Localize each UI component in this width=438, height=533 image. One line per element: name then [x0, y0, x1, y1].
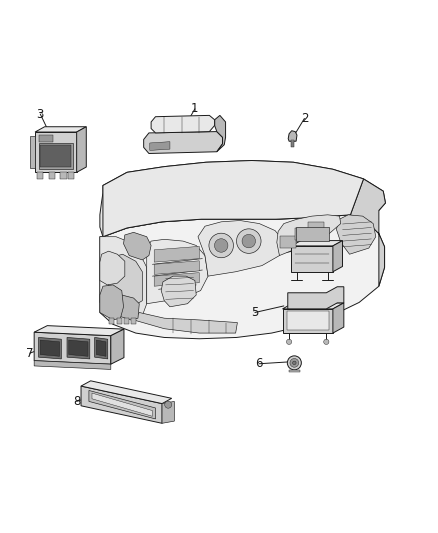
Polygon shape — [39, 143, 73, 169]
Polygon shape — [30, 136, 35, 168]
Polygon shape — [161, 276, 196, 307]
Polygon shape — [277, 215, 341, 255]
Polygon shape — [68, 172, 74, 179]
Polygon shape — [117, 318, 122, 324]
Polygon shape — [336, 215, 376, 254]
Polygon shape — [291, 140, 294, 147]
Polygon shape — [35, 132, 77, 172]
Polygon shape — [280, 236, 296, 248]
Polygon shape — [89, 391, 155, 419]
Polygon shape — [39, 135, 53, 142]
Text: 6: 6 — [255, 357, 263, 370]
Polygon shape — [111, 329, 124, 364]
Circle shape — [290, 359, 299, 367]
Text: 8: 8 — [73, 395, 80, 408]
Polygon shape — [154, 261, 199, 274]
Text: 3: 3 — [37, 108, 44, 120]
Polygon shape — [100, 285, 124, 320]
Polygon shape — [147, 239, 208, 304]
Polygon shape — [144, 132, 223, 154]
Polygon shape — [283, 309, 333, 333]
Polygon shape — [134, 312, 237, 333]
Polygon shape — [151, 115, 215, 133]
Polygon shape — [289, 370, 300, 373]
Polygon shape — [350, 179, 385, 286]
Text: 4: 4 — [257, 251, 265, 263]
Polygon shape — [291, 246, 333, 272]
Polygon shape — [100, 237, 147, 320]
Polygon shape — [37, 172, 43, 179]
Polygon shape — [154, 273, 199, 286]
Polygon shape — [39, 337, 61, 359]
Text: 2: 2 — [300, 112, 308, 125]
Polygon shape — [124, 232, 151, 260]
Polygon shape — [162, 401, 174, 423]
Polygon shape — [34, 326, 124, 336]
Polygon shape — [49, 172, 55, 179]
Polygon shape — [60, 172, 67, 179]
Circle shape — [287, 356, 301, 370]
Polygon shape — [40, 145, 71, 167]
Polygon shape — [103, 160, 364, 237]
Polygon shape — [100, 251, 125, 285]
Text: 7: 7 — [26, 347, 34, 360]
Polygon shape — [288, 131, 297, 141]
Polygon shape — [296, 228, 328, 240]
Circle shape — [165, 401, 172, 408]
Polygon shape — [35, 127, 86, 132]
Polygon shape — [109, 318, 114, 324]
Polygon shape — [131, 318, 136, 324]
Polygon shape — [291, 240, 343, 246]
Polygon shape — [77, 127, 86, 172]
Polygon shape — [295, 229, 311, 240]
Polygon shape — [100, 160, 385, 237]
Polygon shape — [34, 361, 111, 369]
Polygon shape — [283, 303, 344, 309]
Circle shape — [293, 361, 296, 365]
Polygon shape — [92, 393, 152, 416]
Polygon shape — [96, 340, 106, 356]
Circle shape — [286, 339, 292, 344]
Polygon shape — [333, 303, 344, 333]
Polygon shape — [198, 221, 284, 276]
Circle shape — [242, 235, 255, 248]
Polygon shape — [81, 386, 162, 423]
Polygon shape — [109, 254, 142, 306]
Polygon shape — [308, 222, 324, 233]
Polygon shape — [287, 311, 328, 329]
Circle shape — [324, 339, 329, 344]
Circle shape — [215, 239, 228, 252]
Polygon shape — [154, 246, 199, 262]
Polygon shape — [215, 115, 226, 152]
Text: 1: 1 — [191, 102, 199, 115]
Polygon shape — [150, 142, 170, 150]
Polygon shape — [288, 287, 344, 309]
Polygon shape — [95, 337, 108, 359]
Polygon shape — [81, 381, 172, 403]
Polygon shape — [67, 337, 90, 359]
Polygon shape — [100, 215, 385, 339]
Polygon shape — [333, 240, 343, 272]
Circle shape — [209, 233, 233, 258]
Polygon shape — [69, 340, 88, 356]
Text: 5: 5 — [251, 306, 258, 319]
Polygon shape — [106, 293, 139, 320]
Polygon shape — [124, 318, 129, 324]
Circle shape — [237, 229, 261, 253]
Polygon shape — [34, 332, 111, 364]
Polygon shape — [40, 340, 60, 356]
